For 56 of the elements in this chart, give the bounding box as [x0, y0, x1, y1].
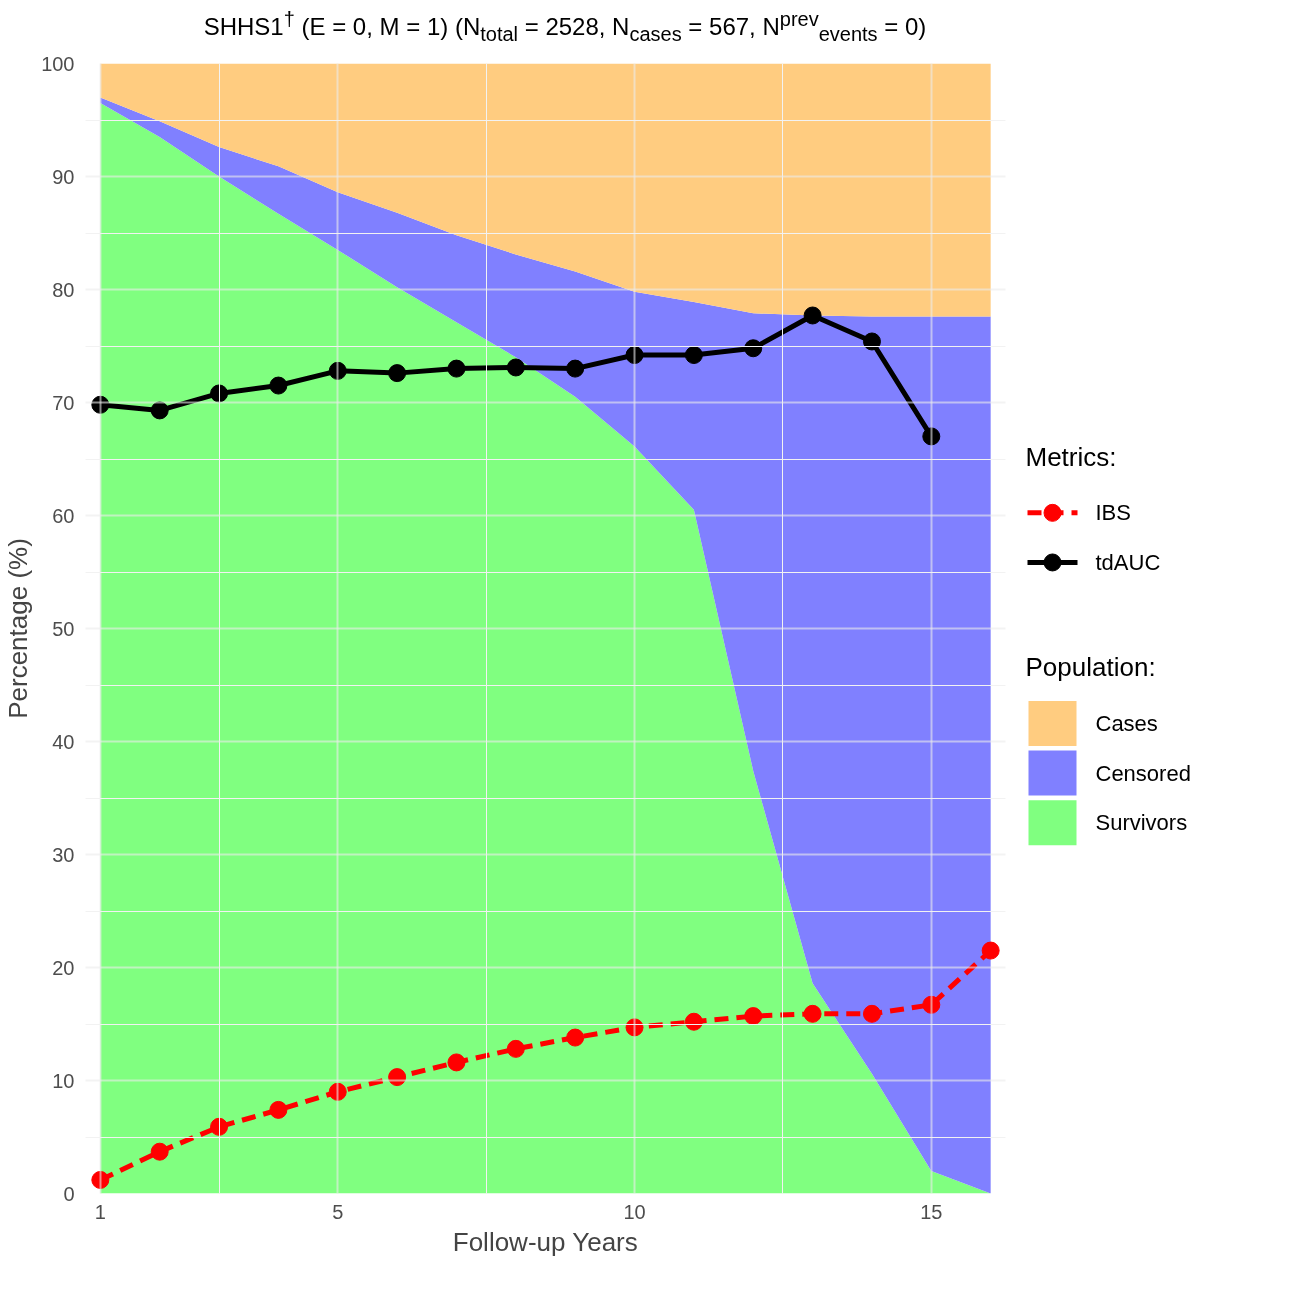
- point: [506, 1040, 525, 1059]
- legend-label: IBS: [1095, 500, 1131, 526]
- point: [447, 1053, 466, 1072]
- point: [566, 1028, 585, 1047]
- point: [566, 359, 585, 378]
- x-tick-label: 5: [332, 1200, 344, 1223]
- y-tick-label: 60: [52, 504, 75, 527]
- point: [269, 376, 288, 395]
- point: [150, 1143, 169, 1162]
- point: [91, 1171, 110, 1190]
- point: [744, 1007, 763, 1026]
- point: [91, 396, 110, 415]
- y-tick-label: 80: [52, 278, 75, 301]
- point: [388, 1068, 407, 1087]
- point: [150, 401, 169, 420]
- point: [388, 364, 407, 383]
- point: [447, 359, 466, 378]
- point: [210, 384, 229, 403]
- point: [625, 1018, 644, 1037]
- y-tick-label: 30: [52, 843, 75, 866]
- point: [210, 1118, 229, 1137]
- y-axis-title: Percentage (%): [3, 538, 34, 720]
- y-tick-label: 90: [52, 165, 75, 188]
- legend-label: Survivors: [1095, 810, 1188, 836]
- point: [803, 306, 822, 325]
- legend-label: Cases: [1095, 711, 1158, 737]
- y-tick-label: 40: [52, 730, 75, 753]
- point: [684, 1013, 703, 1032]
- y-tick-label: 20: [52, 956, 75, 979]
- point: [328, 1083, 347, 1102]
- point: [862, 1005, 881, 1024]
- point: [922, 996, 941, 1015]
- x-axis-title: Follow-up Years: [452, 1226, 638, 1257]
- y-tick-label: 50: [52, 617, 75, 640]
- point: [328, 362, 347, 381]
- y-tick-label: 70: [52, 391, 75, 414]
- x-tick-label: 1: [94, 1200, 106, 1223]
- point: [625, 346, 644, 365]
- point: [684, 346, 703, 365]
- point: [744, 339, 763, 358]
- y-tick-label: 100: [41, 52, 75, 75]
- point: [269, 1101, 288, 1120]
- point: [506, 358, 525, 377]
- text: Metrics:: [1025, 442, 1117, 473]
- chart-title: SHHS1$^{†}$ (E = 0, M = 1) (N$_{total}$ = 2528, N$_{cases}$ = 567, N$^{prev}$$_{events}$ = 0): [203, 8, 927, 45]
- point: [803, 1005, 822, 1024]
- y-tick-label: 0: [63, 1182, 75, 1205]
- text: Population:: [1025, 652, 1156, 683]
- y-tick-label: 10: [52, 1069, 75, 1092]
- point: [862, 332, 881, 351]
- legend-label: Censored: [1095, 760, 1191, 786]
- point: [981, 941, 1000, 960]
- legend-label: tdAUC: [1095, 550, 1161, 576]
- x-tick-label: 10: [623, 1200, 646, 1223]
- point: [922, 427, 941, 446]
- x-tick-label: 15: [920, 1200, 943, 1223]
